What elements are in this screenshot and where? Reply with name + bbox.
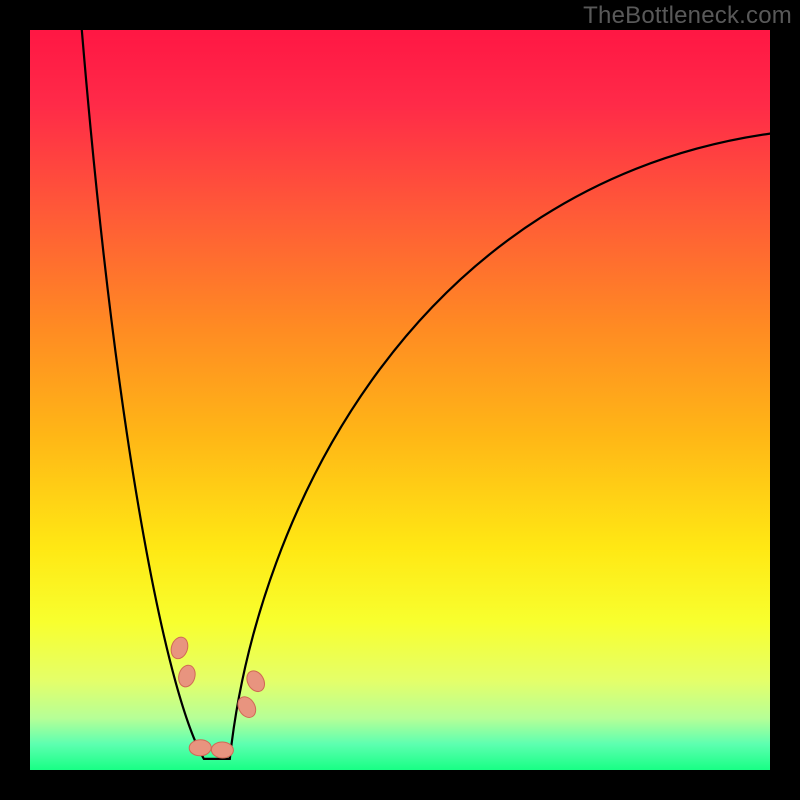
plot-background [30,30,770,770]
curve-marker [189,739,212,756]
chart-frame: TheBottleneck.com [0,0,800,800]
watermark-text: TheBottleneck.com [583,2,792,30]
bottleneck-chart [0,0,800,800]
curve-marker [211,742,234,759]
